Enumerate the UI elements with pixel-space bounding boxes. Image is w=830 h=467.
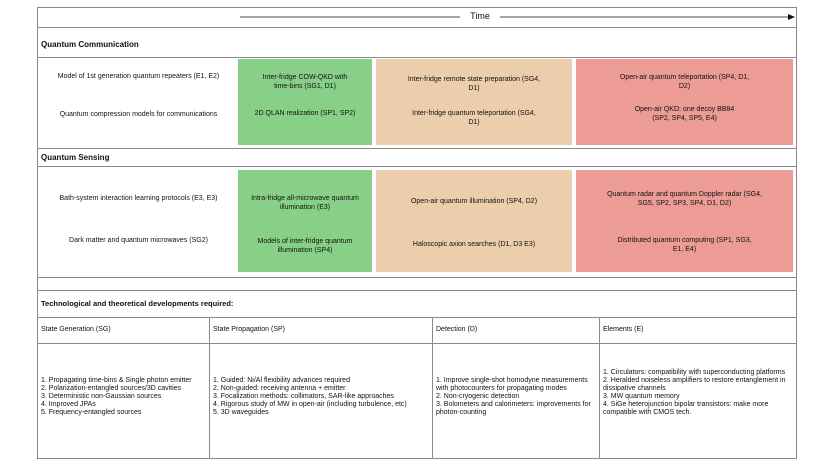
communication-left-1: Model of 1st generation quantum repeater… <box>57 73 220 80</box>
column-divider <box>599 317 600 459</box>
time-label: Time <box>460 11 500 21</box>
sensing-tan-1: Open-air quantum illumination (SP4, D2) <box>410 198 538 205</box>
sensing-red-box: Quantum radar and quantum Doppler radar … <box>576 170 793 272</box>
sensing-green-1: Intra-fridge all-microwave quantum illum… <box>251 195 359 211</box>
separator <box>37 57 797 58</box>
sensing-tan-box: Open-air quantum illumination (SP4, D2) … <box>376 170 572 272</box>
separator <box>37 317 797 318</box>
column-heading-elements: Elements (E) <box>603 326 644 333</box>
sensing-left-2: Dark matter and quantum microwaves (SG2) <box>69 237 208 244</box>
list-item: 1. Propagating time-bins & Single photon… <box>41 377 192 384</box>
column-heading-state-generation: State Generation (SG) <box>41 326 111 333</box>
list-item: 4. Rigorous study of MW in open-air (inc… <box>213 401 407 408</box>
list-item: 1. Improve single-shot homodyne measurem… <box>436 377 588 392</box>
developments-title: Technological and theoretical developmen… <box>41 299 234 308</box>
communication-green-2: 2D QLAN realization (SP1, SP2) <box>254 110 356 117</box>
list-item: 4. Improved JPAs <box>41 401 96 408</box>
communication-red-1: Open-air quantum teleportation (SP4, D1,… <box>619 74 750 90</box>
list-item: 3. Bolometers and calorimeters: improvem… <box>436 401 591 416</box>
communication-green-1: Inter-fridge COW-QKD with time-bins (SG1… <box>262 74 348 90</box>
separator <box>37 27 797 28</box>
list-item: 2. Non-guided: receiving antenna + emitt… <box>213 385 346 392</box>
list-item: 2. Heralded noiseless amplifiers to rest… <box>603 377 786 392</box>
communication-red-box: Open-air quantum teleportation (SP4, D1,… <box>576 59 793 145</box>
list-item: 1. Circulators: compatibility with super… <box>603 369 786 376</box>
list-item: 3. Deterministic non-Gaussian sources <box>41 393 162 400</box>
roadmap-frame <box>37 7 797 459</box>
column-heading-detection: Detection (D) <box>436 326 478 333</box>
separator <box>37 290 797 291</box>
sensing-red-2: Distributed quantum computing (SP1, SG3,… <box>617 237 752 253</box>
communication-tan-2: Inter-fridge quantum teleportation (SG4,… <box>412 110 536 126</box>
time-arrow <box>240 14 795 20</box>
list-item: 2. Polarization-entangled sources/3D cav… <box>41 385 182 392</box>
communication-green-box: Inter-fridge COW-QKD with time-bins (SG1… <box>238 59 372 145</box>
communication-tan-box: Inter-fridge remote state preparation (S… <box>376 59 572 145</box>
list-item: 4. SiGe heterojunction bipolar transisto… <box>603 401 769 416</box>
sensing-title: Quantum Sensing <box>41 153 110 162</box>
sensing-green-2: Models of inter-fridge quantum illuminat… <box>257 238 353 254</box>
state-propagation-list: 1. Guided: Ni/Al flexibility advances re… <box>213 377 429 417</box>
list-item: 2. Non-cryogenic detection <box>436 393 520 400</box>
list-item: 3. Focalization methods: collimators, SA… <box>213 393 394 400</box>
column-divider <box>209 317 210 459</box>
list-item: 1. Guided: Ni/Al flexibility advances re… <box>213 377 350 384</box>
sensing-red-1: Quantum radar and quantum Doppler radar … <box>607 191 762 207</box>
communication-title: Quantum Communication <box>41 40 139 49</box>
column-divider <box>432 317 433 459</box>
communication-red-2: Open-air QKD: one decoy BB84 (SP2, SP4, … <box>634 106 735 122</box>
list-item: 3. MW quantum memory <box>603 393 680 400</box>
communication-left-2: Quantum compression models for communica… <box>59 111 218 118</box>
list-item: 5. 3D waveguides <box>213 409 269 416</box>
state-generation-list: 1. Propagating time-bins & Single photon… <box>41 377 206 417</box>
column-heading-state-propagation: State Propagation (SP) <box>213 326 285 333</box>
communication-tan-1: Inter-fridge remote state preparation (S… <box>407 76 541 92</box>
separator <box>37 277 797 278</box>
sensing-tan-2: Haloscopic axion searches (D1, D3 E3) <box>412 241 536 248</box>
separator <box>37 166 797 167</box>
sensing-green-box: Intra-fridge all-microwave quantum illum… <box>238 170 372 272</box>
separator <box>37 148 797 149</box>
separator <box>37 343 797 344</box>
list-item: 5. Frequency-entangled sources <box>41 409 142 416</box>
detection-list: 1. Improve single-shot homodyne measurem… <box>436 377 596 417</box>
elements-list: 1. Circulators: compatibility with super… <box>603 369 793 417</box>
sensing-left-1: Bath-system interaction learning protoco… <box>59 195 218 202</box>
